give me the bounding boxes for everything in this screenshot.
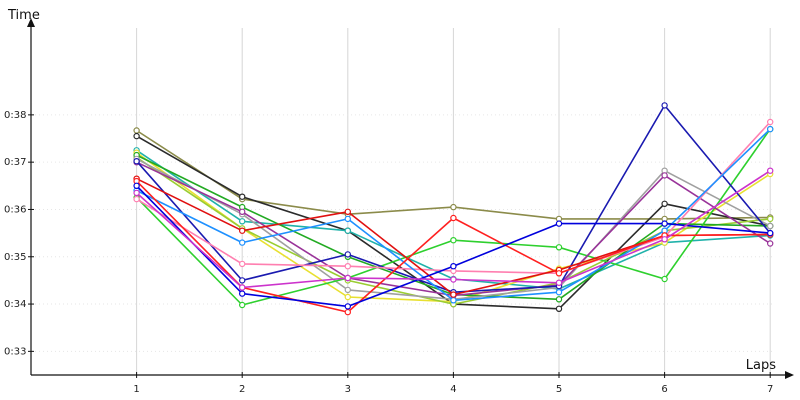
- series-12-point-lap-3: [344, 215, 351, 223]
- series-16-point-lap-3: [344, 274, 351, 282]
- x-axis-arrow: [785, 371, 794, 379]
- series-15-point-lap-6: [661, 220, 668, 227]
- series-3-point-lap-2: [238, 218, 246, 225]
- series-7-point-lap-7: [767, 222, 774, 230]
- series-16-point-lap-5: [555, 279, 563, 286]
- y-tick-label-0-36: 0:36: [4, 204, 26, 215]
- series-8-point-lap-5: [555, 244, 563, 251]
- series-4-point-lap-3: [344, 293, 351, 301]
- series-2-point-lap-1: [133, 132, 140, 140]
- series-16-point-lap-6: [661, 236, 668, 243]
- series-10-point-lap-6: [661, 102, 668, 109]
- series-12-point-lap-5: [555, 289, 563, 296]
- series-15-point-lap-7: [767, 229, 774, 237]
- series-9-point-lap-2: [238, 208, 246, 215]
- series-14-point-lap-3: [344, 308, 351, 316]
- series-16-point-lap-1: [133, 189, 140, 197]
- x-tick-label-6: 6: [661, 384, 667, 395]
- series-10-point-lap-1: [133, 157, 140, 165]
- series-10-point-lap-2: [238, 277, 246, 284]
- series-1-point-lap-4: [450, 203, 457, 211]
- series-16-point-lap-4: [450, 276, 457, 283]
- series-2-point-lap-6: [661, 200, 668, 207]
- series-9-point-lap-7: [767, 240, 774, 247]
- x-tick-label-7: 7: [767, 384, 773, 395]
- series-15-point-lap-2: [238, 290, 246, 297]
- series-8-point-lap-4: [450, 236, 457, 244]
- series-12-point-lap-2: [238, 239, 246, 246]
- series-5-point-lap-7: [767, 215, 774, 223]
- series-2-point-lap-2: [238, 193, 246, 200]
- series-15-point-lap-1: [133, 182, 140, 189]
- series-11-point-lap-3: [344, 263, 351, 270]
- series-12-point-lap-7: [767, 125, 774, 133]
- x-tick-label-2: 2: [239, 384, 245, 395]
- series-layer: [133, 102, 774, 316]
- series-15: [133, 182, 774, 310]
- series-3-point-lap-3: [344, 227, 351, 234]
- series-8-point-lap-6: [661, 275, 668, 283]
- axis-layer: Time Laps: [7, 8, 794, 379]
- series-16: [133, 167, 774, 291]
- series-9-point-lap-6: [661, 172, 668, 179]
- series-15-point-lap-4: [450, 263, 457, 270]
- x-tick-label-4: 4: [450, 384, 456, 395]
- series-11-point-lap-1: [133, 195, 140, 203]
- series-13-point-lap-4: [450, 291, 457, 298]
- y-tick-label-0-35: 0:35: [4, 252, 26, 263]
- series-2-point-lap-5: [555, 305, 563, 312]
- series-6-point-lap-5: [555, 296, 563, 303]
- y-tick-label-0-38: 0:38: [4, 110, 26, 121]
- series-13-point-lap-3: [344, 208, 351, 215]
- x-tick-label-1: 1: [133, 384, 139, 395]
- series-14-point-lap-4: [450, 214, 457, 222]
- series-16-point-lap-2: [238, 284, 246, 291]
- series-14-point-lap-5: [555, 270, 563, 277]
- series-12-point-lap-4: [450, 297, 457, 304]
- series-7-point-lap-3: [344, 286, 351, 294]
- y-tick-label-0-33: 0:33: [4, 346, 26, 357]
- series-16-point-lap-7: [767, 167, 774, 174]
- series-8-point-lap-2: [238, 301, 246, 309]
- series-11-point-lap-7: [767, 118, 774, 126]
- series-11-point-lap-2: [238, 260, 246, 268]
- x-tick-label-3: 3: [345, 384, 351, 395]
- x-axis-title: Laps: [746, 358, 776, 373]
- series-15-point-lap-5: [555, 220, 563, 227]
- series-10-point-lap-3: [344, 251, 351, 258]
- y-axis-title: Time: [7, 8, 40, 23]
- x-tick-label-5: 5: [556, 384, 562, 395]
- y-axis-arrow: [27, 18, 35, 27]
- tick-layer: 0:33 0:34 0:35 0:36 0:37 0:38 1 2 3 4 5 6 7: [4, 110, 773, 395]
- y-tick-label-0-34: 0:34: [4, 299, 26, 310]
- series-15-point-lap-3: [344, 303, 351, 310]
- series-13-point-lap-2: [238, 227, 246, 234]
- series-1-point-lap-1: [133, 127, 140, 134]
- y-tick-label-0-37: 0:37: [4, 157, 26, 168]
